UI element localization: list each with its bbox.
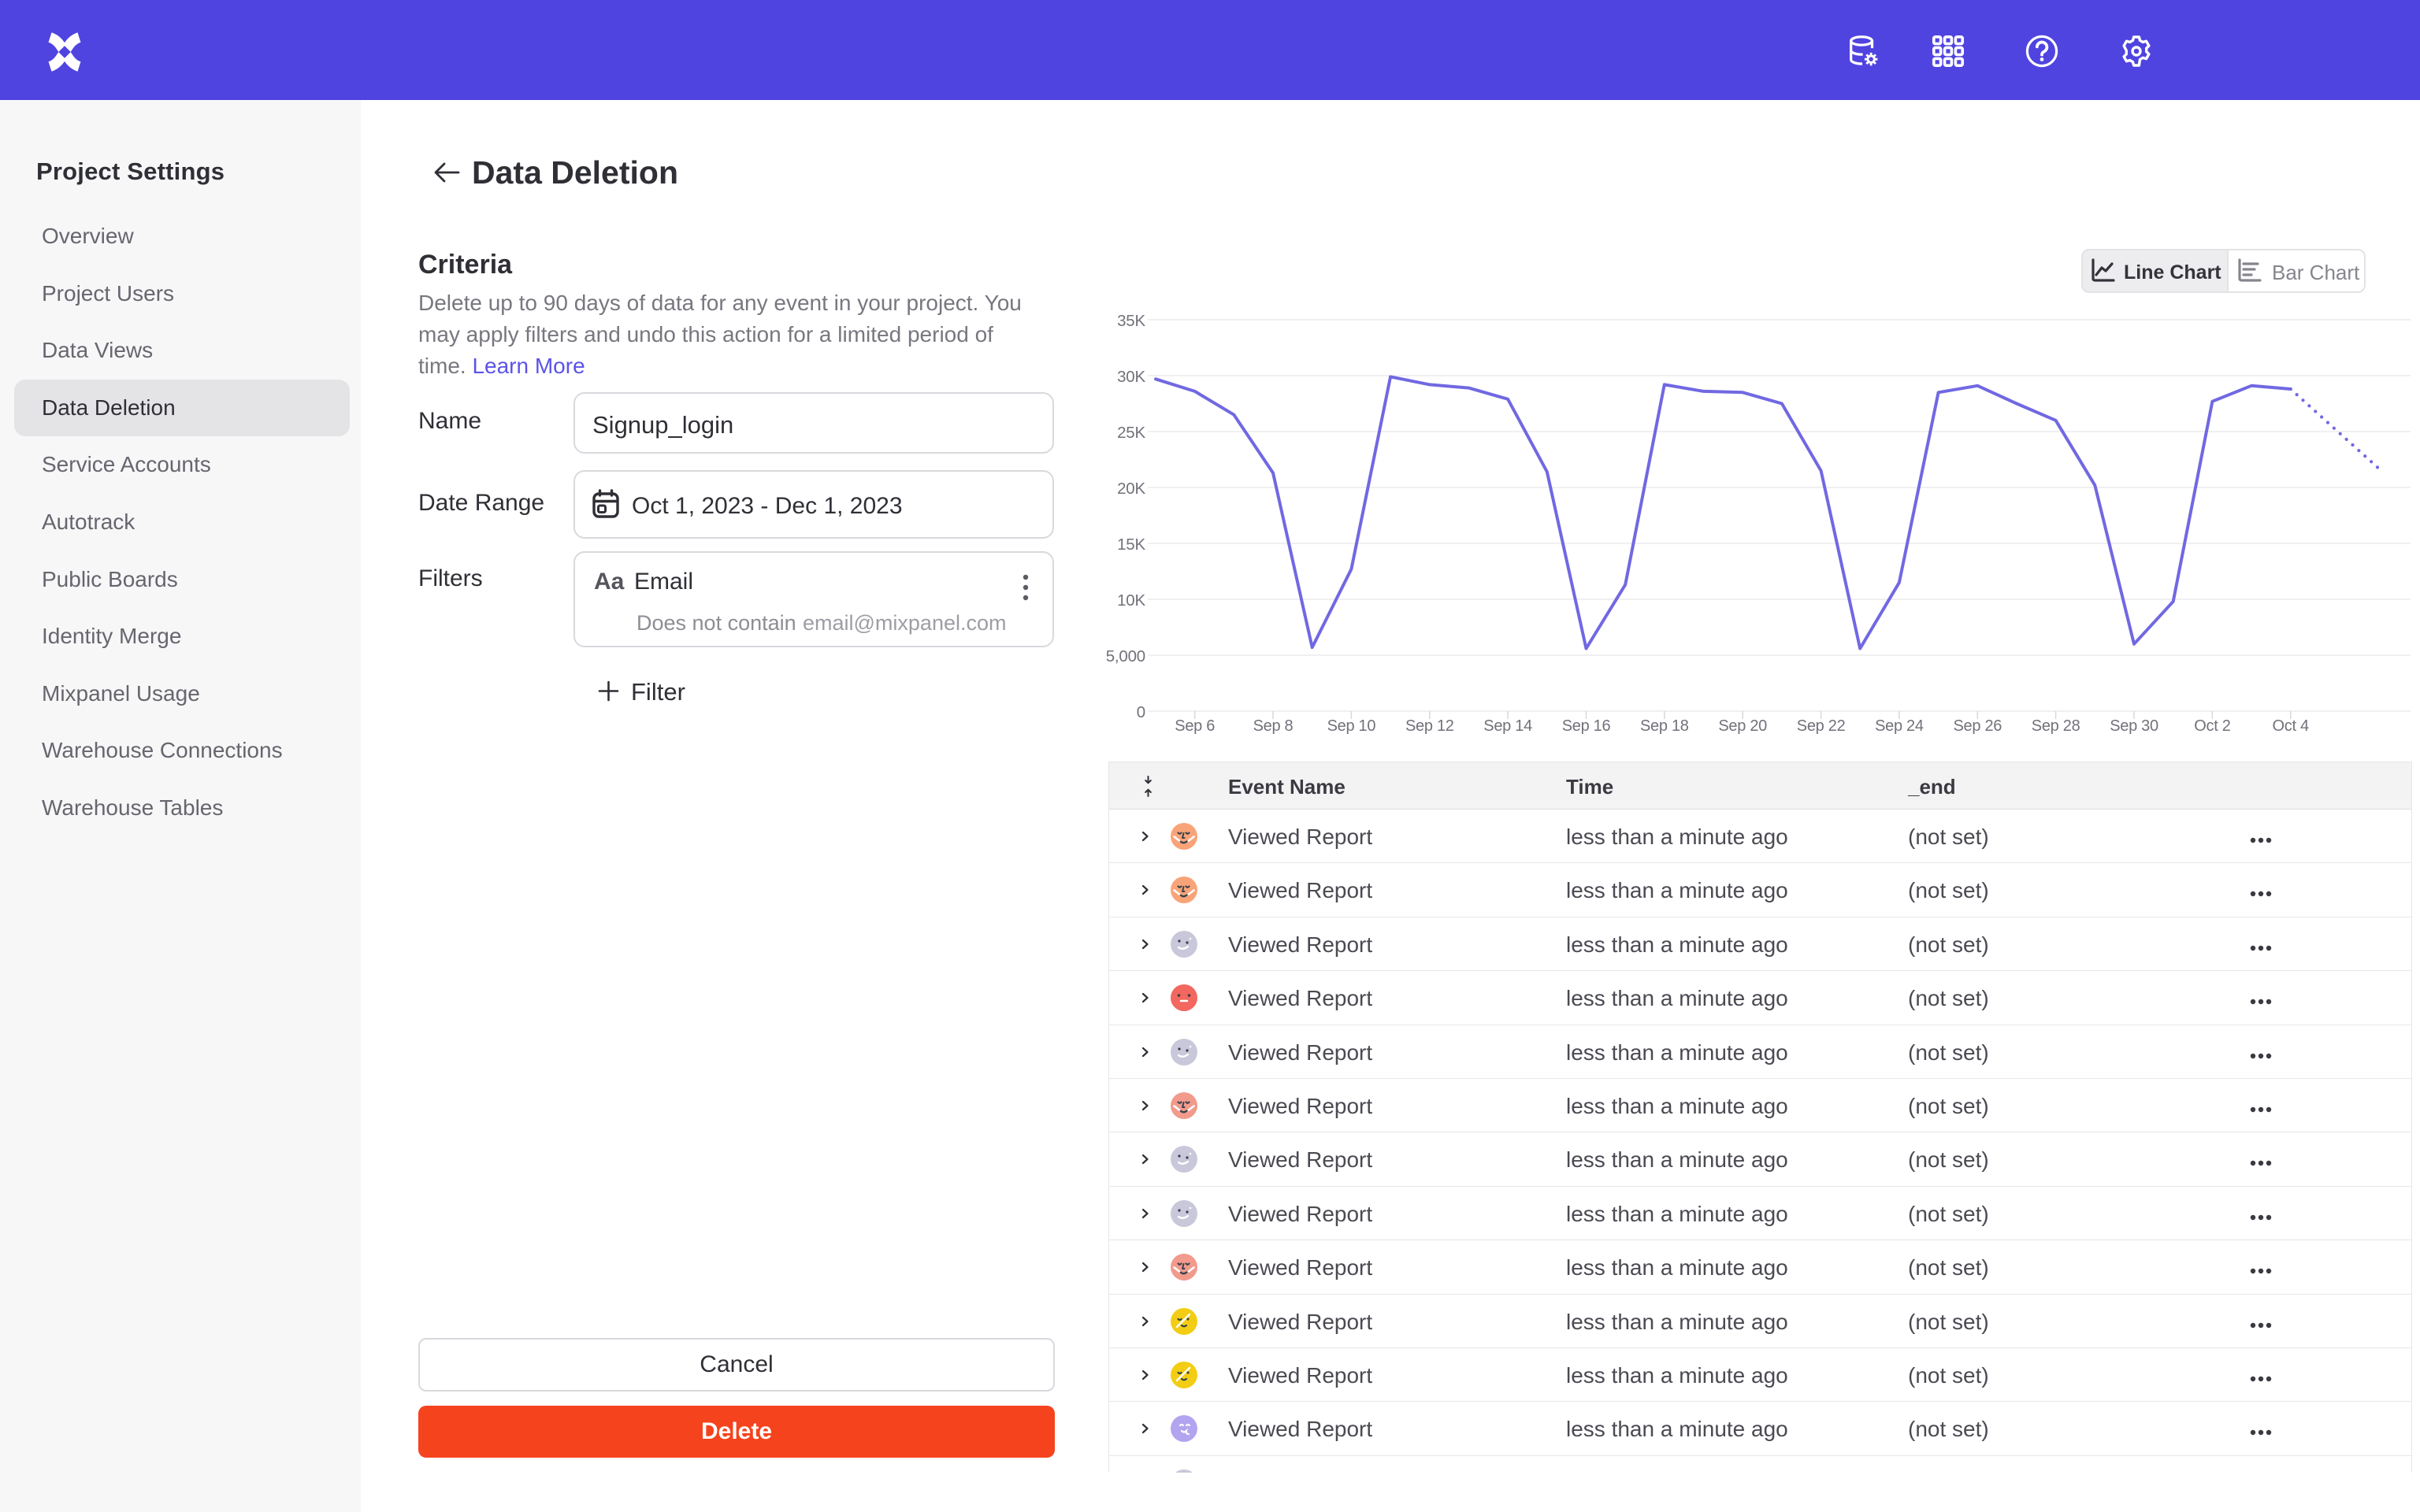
svg-text:30K: 30K (1117, 368, 1145, 386)
svg-text:Sep 18: Sep 18 (1640, 717, 1689, 735)
svg-text:Sep 26: Sep 26 (1954, 717, 2002, 735)
svg-text:Sep 10: Sep 10 (1327, 717, 1376, 735)
svg-text:Oct 4: Oct 4 (2273, 717, 2309, 735)
svg-text:25K: 25K (1117, 424, 1145, 442)
svg-text:15K: 15K (1117, 536, 1145, 554)
svg-text:Sep 20: Sep 20 (1718, 717, 1767, 735)
svg-text:Sep 30: Sep 30 (2110, 717, 2158, 735)
svg-text:Sep 8: Sep 8 (1253, 717, 1294, 735)
svg-text:Sep 22: Sep 22 (1797, 717, 1846, 735)
svg-text:Sep 24: Sep 24 (1875, 717, 1924, 735)
svg-text:Oct 2: Oct 2 (2194, 717, 2230, 735)
svg-text:Sep 16: Sep 16 (1562, 717, 1611, 735)
svg-text:35K: 35K (1117, 312, 1145, 330)
svg-text:Sep 14: Sep 14 (1483, 717, 1532, 735)
svg-text:Sep 28: Sep 28 (2032, 717, 2080, 735)
svg-text:Sep 12: Sep 12 (1405, 717, 1454, 735)
svg-text:0: 0 (1137, 703, 1145, 721)
svg-text:Sep 6: Sep 6 (1175, 717, 1215, 735)
svg-text:5,000: 5,000 (1106, 647, 1145, 665)
svg-text:20K: 20K (1117, 480, 1145, 498)
svg-text:10K: 10K (1117, 591, 1145, 610)
